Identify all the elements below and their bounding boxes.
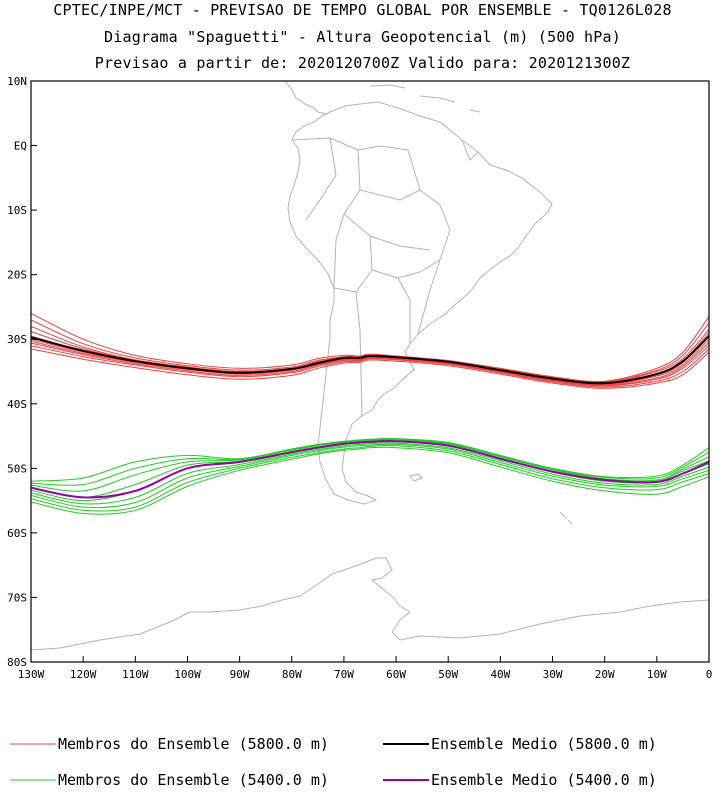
y-tick-label: 30S — [7, 333, 27, 346]
y-tick-label: 70S — [7, 591, 27, 604]
x-tick-label: 90W — [230, 668, 250, 681]
antarctica-coast — [31, 557, 709, 651]
legend-label: Ensemble Medio (5800.0 m) — [431, 735, 657, 753]
member-5400-line-8 — [31, 444, 709, 512]
x-tick-label: 130W — [18, 668, 45, 681]
legend-item-mean-5800: Ensemble Medio (5800.0 m) — [383, 735, 657, 753]
y-tick-label: 10N — [7, 75, 27, 88]
plot-frame — [30, 80, 710, 663]
x-tick-label: 40W — [490, 668, 510, 681]
mean-5800-line — [31, 335, 709, 385]
x-tick-label: 0 — [706, 668, 713, 681]
chart-title-line-1: CPTEC/INPE/MCT - PREVISAO DE TEMPO GLOBA… — [53, 1, 672, 19]
member-5400-line-3 — [31, 439, 709, 492]
central-america-coast — [284, 81, 327, 115]
falkland-islands — [409, 473, 423, 482]
legend-label: Membros do Ensemble (5800.0 m) — [58, 735, 329, 753]
country-borders — [291, 137, 479, 417]
y-tick-label: 50S — [7, 462, 27, 475]
member-5800-line-8 — [31, 342, 709, 387]
caribbean-islands — [369, 84, 481, 113]
legend-item-member-5800: Membros do Ensemble (5800.0 m) — [10, 735, 329, 753]
x-tick-label: 100W — [174, 668, 201, 681]
member-5800-line-10 — [31, 348, 709, 389]
x-tick-label: 110W — [122, 668, 149, 681]
legend-label: Membros do Ensemble (5400.0 m) — [58, 771, 329, 789]
y-tick-label: 20S — [7, 269, 27, 282]
x-tick-label: 80W — [282, 668, 302, 681]
y-tick-label: EQ — [14, 140, 27, 153]
member-5800-line-9 — [31, 345, 709, 388]
y-tick-label: 60S — [7, 527, 27, 540]
member-5800-line-2 — [31, 319, 709, 383]
x-tick-label: 30W — [543, 668, 563, 681]
member-5800-line-1 — [31, 312, 709, 382]
x-tick-label: 50W — [438, 668, 458, 681]
member-5800-line-7 — [31, 340, 709, 386]
member-5400-line-6 — [31, 442, 709, 505]
member-5400-line-1 — [31, 437, 709, 482]
mean-5400-line — [31, 440, 709, 499]
south-georgia — [559, 511, 573, 525]
y-tick-label: 10S — [7, 204, 27, 217]
y-tick-label: 80S — [7, 656, 27, 669]
chart-title-line-2: Diagrama "Spaguetti" - Altura Geopotenci… — [104, 28, 621, 46]
chart-title-line-3: Previsao a partir de: 2020120700Z Valido… — [94, 54, 631, 72]
coastline-map — [31, 81, 709, 651]
x-tick-label: 20W — [595, 668, 615, 681]
legend-item-mean-5400: Ensemble Medio (5400.0 m) — [383, 771, 657, 789]
x-tick-label: 10W — [647, 668, 667, 681]
y-tick-label: 40S — [7, 398, 27, 411]
legend-label: Ensemble Medio (5400.0 m) — [431, 771, 657, 789]
x-tick-label: 120W — [70, 668, 97, 681]
x-tick-label: 70W — [334, 668, 354, 681]
south-america-coast — [287, 101, 553, 505]
x-tick-label: 60W — [386, 668, 406, 681]
legend-item-member-5400: Membros do Ensemble (5400.0 m) — [10, 771, 329, 789]
member-5400-line-2 — [31, 438, 709, 486]
member-5400-line-7 — [31, 443, 709, 509]
member-5400-line-9 — [31, 446, 709, 515]
